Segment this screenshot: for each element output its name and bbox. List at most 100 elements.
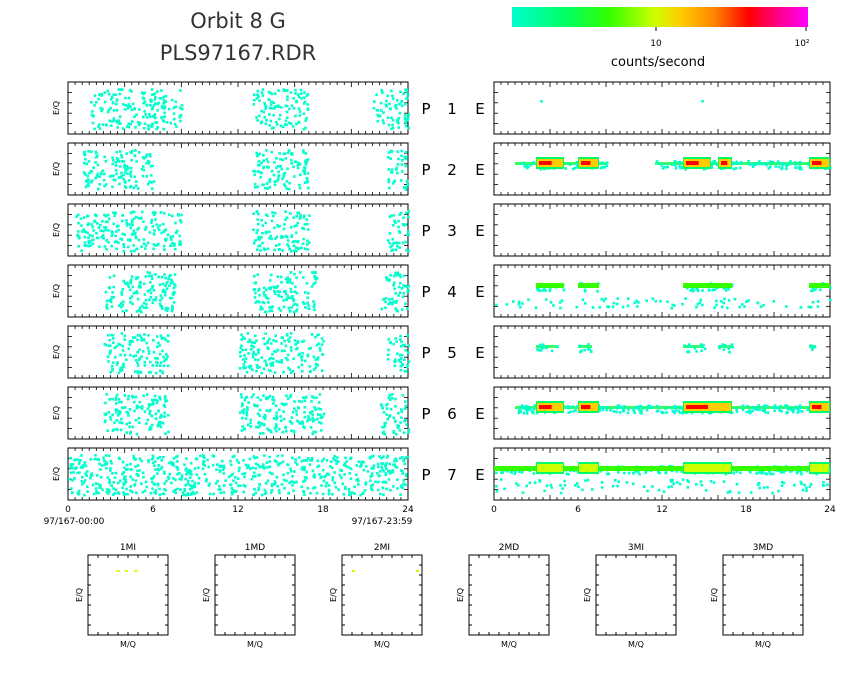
left-data-point bbox=[239, 393, 243, 396]
left-data-point bbox=[115, 120, 119, 124]
left-data-point bbox=[286, 235, 289, 239]
left-data-point bbox=[87, 160, 91, 163]
right-data-point bbox=[525, 164, 528, 168]
left-data-point bbox=[306, 353, 310, 357]
left-data-point bbox=[114, 178, 117, 182]
left-data-point bbox=[264, 122, 268, 126]
right-data-point bbox=[604, 297, 607, 301]
left-data-point bbox=[291, 474, 294, 478]
right-data-point bbox=[749, 491, 753, 494]
left-data-point bbox=[291, 410, 295, 414]
left-data-point bbox=[393, 364, 397, 368]
right-data-point bbox=[673, 411, 676, 415]
left-data-point bbox=[174, 455, 178, 459]
left-data-point bbox=[279, 113, 282, 117]
left-data-point bbox=[98, 175, 101, 178]
left-data-point bbox=[399, 408, 403, 411]
left-data-point bbox=[401, 363, 405, 367]
left-data-point bbox=[128, 425, 131, 429]
left-data-point bbox=[250, 477, 254, 481]
left-data-point bbox=[244, 417, 248, 420]
left-data-point bbox=[374, 480, 377, 484]
right-data-point bbox=[572, 409, 576, 413]
left-data-point bbox=[318, 473, 321, 476]
right-data-point bbox=[550, 349, 554, 353]
left-data-point bbox=[172, 106, 176, 110]
left-data-point bbox=[155, 364, 159, 367]
left-data-point bbox=[384, 300, 387, 304]
left-data-point bbox=[103, 184, 106, 188]
left-data-point bbox=[392, 463, 395, 467]
left-data-point bbox=[227, 475, 231, 479]
left-data-point bbox=[394, 307, 397, 311]
left-data-point bbox=[120, 421, 124, 425]
left-data-point bbox=[266, 479, 270, 483]
left-data-point bbox=[115, 427, 119, 431]
left-data-point bbox=[349, 457, 352, 461]
left-data-point bbox=[216, 463, 219, 466]
left-data-point bbox=[304, 162, 308, 165]
left-data-point bbox=[121, 232, 125, 236]
left-data-point bbox=[390, 244, 394, 247]
left-data-point bbox=[254, 491, 258, 495]
right-data-point bbox=[699, 480, 703, 483]
left-data-point bbox=[302, 425, 305, 428]
left-data-point bbox=[82, 481, 86, 484]
left-data-point bbox=[398, 457, 402, 460]
right-data-point bbox=[531, 411, 535, 415]
mass-panel-ylabel: E/Q bbox=[710, 588, 719, 602]
left-data-point bbox=[134, 465, 137, 468]
left-data-point bbox=[142, 238, 146, 241]
left-data-point bbox=[400, 163, 404, 166]
right-data-point bbox=[675, 470, 679, 473]
right-data-point bbox=[722, 480, 726, 483]
left-data-point bbox=[262, 394, 265, 397]
mass-panel-title: 3MI bbox=[628, 543, 644, 553]
left-data-point bbox=[85, 162, 89, 166]
right-data-point bbox=[724, 472, 728, 476]
left-data-point bbox=[381, 468, 384, 471]
left-data-point bbox=[169, 244, 173, 247]
left-data-point bbox=[291, 281, 294, 285]
left-data-point bbox=[255, 364, 259, 367]
right-data-point bbox=[633, 301, 637, 304]
left-data-point bbox=[108, 338, 111, 342]
left-data-point bbox=[269, 234, 273, 238]
left-data-point bbox=[76, 234, 80, 238]
left-data-point bbox=[295, 480, 298, 484]
left-data-point bbox=[277, 174, 280, 178]
right-data-point bbox=[766, 486, 769, 489]
left-data-point bbox=[400, 353, 404, 357]
left-data-point bbox=[132, 217, 136, 220]
mass-panel-title: 2MD bbox=[499, 543, 519, 553]
left-data-point bbox=[108, 276, 112, 279]
left-data-point bbox=[286, 98, 289, 101]
right-data-point bbox=[771, 491, 774, 495]
left-data-point bbox=[234, 490, 238, 493]
left-data-point bbox=[313, 275, 316, 278]
left-data-point bbox=[163, 115, 166, 119]
left-data-point bbox=[129, 489, 132, 492]
left-data-point bbox=[387, 156, 390, 159]
left-data-point bbox=[404, 223, 408, 226]
left-data-point bbox=[146, 289, 150, 293]
left-data-point bbox=[202, 462, 205, 466]
left-data-point bbox=[303, 169, 306, 173]
left-data-point bbox=[273, 161, 276, 164]
right-data-point bbox=[577, 485, 580, 489]
right-data-point bbox=[621, 305, 625, 309]
left-data-point bbox=[109, 300, 113, 304]
left-data-point bbox=[131, 478, 135, 481]
left-data-point bbox=[268, 471, 272, 474]
left-data-point bbox=[258, 238, 262, 241]
left-data-point bbox=[285, 402, 288, 406]
left-data-point bbox=[397, 241, 401, 245]
left-data-point bbox=[252, 103, 256, 106]
right-data-point bbox=[615, 410, 618, 414]
left-data-point bbox=[391, 397, 394, 400]
left-data-point bbox=[127, 122, 130, 126]
left-data-point bbox=[289, 91, 293, 94]
right-data-point bbox=[549, 483, 553, 487]
left-data-point bbox=[123, 165, 126, 169]
